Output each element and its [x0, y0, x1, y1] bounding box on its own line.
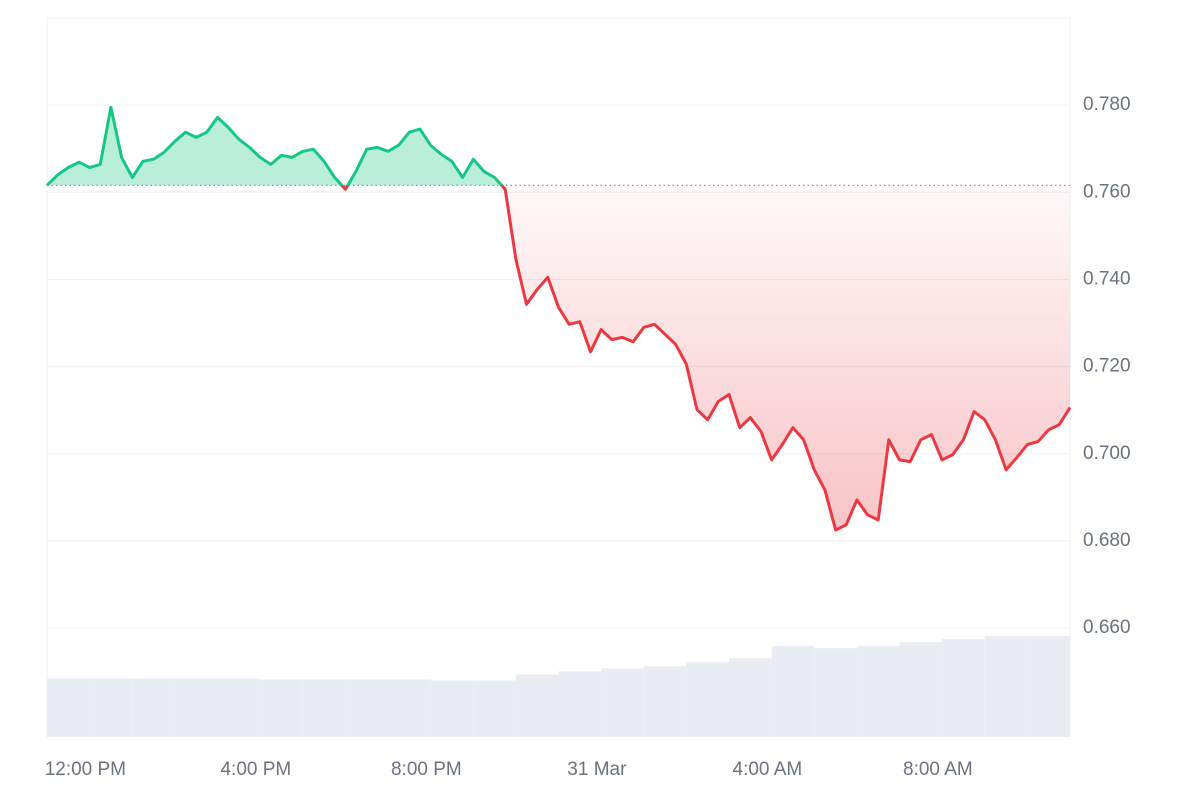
- y-tick-label: 0.780: [1083, 94, 1131, 115]
- y-tick-label: 0.660: [1083, 617, 1131, 638]
- volume-bar: [47, 678, 90, 737]
- volume-bar: [515, 674, 559, 737]
- x-tick-label: 31 Mar: [567, 759, 627, 780]
- x-tick-label: 4:00 PM: [220, 759, 291, 780]
- volume-bar: [473, 680, 516, 737]
- x-tick-label: 8:00 PM: [391, 759, 462, 780]
- y-tick-label: 0.680: [1083, 530, 1131, 551]
- volume-bar: [771, 646, 815, 737]
- volume-bar: [345, 679, 388, 737]
- y-tick-label: 0.700: [1083, 443, 1131, 464]
- volume-bar: [388, 679, 431, 737]
- price-line: [45, 105, 1072, 532]
- volume-bar: [132, 678, 175, 737]
- y-tick-label: 0.720: [1083, 356, 1131, 377]
- x-tick-label: 4:00 AM: [733, 759, 803, 780]
- volume-bar: [942, 639, 985, 737]
- volume-bar: [601, 668, 644, 737]
- x-tick-label: 8:00 AM: [903, 759, 973, 780]
- volume-bar: [558, 671, 602, 737]
- volume-bar: [217, 678, 261, 737]
- volume-bar: [260, 679, 303, 737]
- volume-bar: [89, 678, 133, 737]
- price-area: [47, 107, 1070, 531]
- volume-bar: [643, 666, 687, 737]
- x-tick-label: 12:00 PM: [45, 759, 126, 780]
- volume-bar: [302, 679, 346, 737]
- volume-bar: [899, 642, 943, 737]
- volume-bar: [430, 680, 474, 737]
- volume-bar: [729, 658, 772, 737]
- y-tick-label: 0.760: [1083, 181, 1131, 202]
- volume-bar: [1027, 636, 1070, 737]
- volume-bar: [856, 646, 900, 737]
- y-tick-label: 0.740: [1083, 268, 1131, 289]
- volume-bar: [174, 678, 218, 737]
- volume-bar: [984, 636, 1028, 737]
- volume-bar: [814, 648, 857, 737]
- volume-bar: [686, 662, 729, 737]
